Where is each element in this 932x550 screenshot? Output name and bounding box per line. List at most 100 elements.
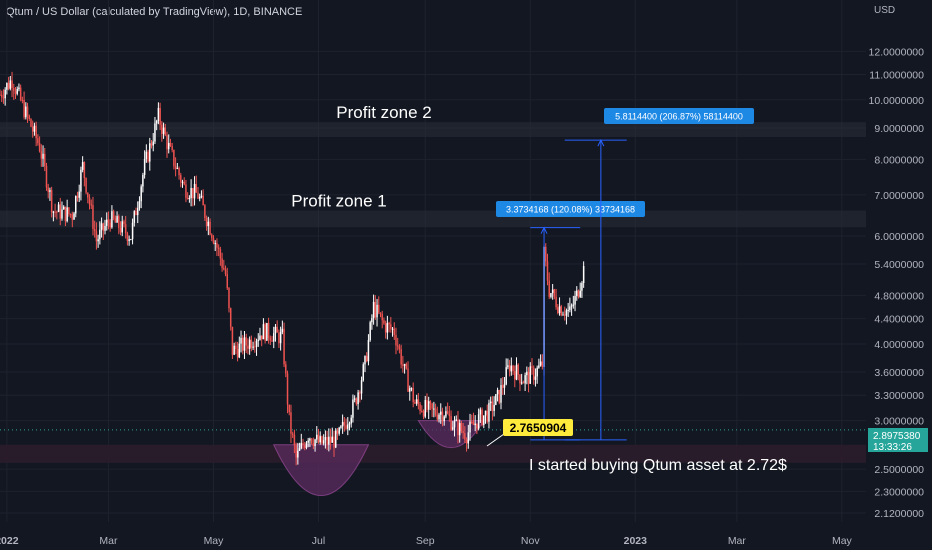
candle [329,428,332,450]
candle-body [99,229,101,240]
candle-body [143,158,146,175]
candle [303,441,306,451]
candle [9,75,12,91]
candle-body [207,221,210,227]
candle-body [216,243,218,248]
candle-body [138,201,141,209]
candle [501,377,504,395]
candle-body [560,306,563,316]
candle-body [142,174,144,187]
candle [204,204,206,222]
candle-body [403,364,406,366]
candle-body [52,211,55,213]
candle-body [417,399,420,405]
candle-body [508,365,511,372]
candle [128,235,130,246]
candle [427,396,430,420]
candle [185,179,187,203]
candle [49,187,51,201]
candle-body [104,225,106,231]
candle [271,335,273,342]
candle [171,142,173,153]
candle [334,428,337,449]
candle [551,283,554,300]
candle [66,199,68,223]
candle-body [161,124,163,134]
candle [350,414,352,428]
candle-body [85,178,87,193]
candle [364,355,366,373]
candle [176,162,179,170]
y-tick-label: 3.3000000 [874,390,924,402]
candle [235,341,237,355]
candle [338,426,340,436]
candle-body [159,107,161,125]
profit-zone-band [0,122,866,138]
candle [224,265,227,277]
cup-shape-large [272,444,370,497]
candle-body [69,214,72,216]
candle-body [33,125,36,132]
candle [507,358,509,370]
candle-body [436,414,439,420]
candle-body [97,239,99,242]
candle [62,205,65,210]
candle-body [364,356,366,365]
candle [441,407,444,427]
candle-body [352,399,354,418]
candle [209,218,211,236]
candle [233,342,235,356]
candle-body [121,221,123,233]
candle-body [224,269,227,275]
marked-price-box [503,419,573,436]
interval: 1D [233,6,248,18]
candle-body [369,322,371,341]
candle-body [171,146,173,150]
candle-body [458,423,461,436]
candle-body [183,181,185,185]
candle [522,380,525,384]
measure-label-box [496,201,645,217]
candle-body [283,328,285,365]
candle-body [116,216,118,223]
candle-body [211,234,213,239]
candle-body [209,221,211,235]
candle [33,122,36,136]
candle [365,352,368,363]
candle [31,120,34,138]
candle-body [276,326,278,333]
candle-body [264,324,266,341]
candle [314,438,316,452]
candle [188,195,191,203]
candle-body [398,346,401,350]
candle [54,203,56,218]
candle-body [100,223,103,230]
candle-body [150,143,153,146]
candle [102,222,105,240]
candle-body [457,419,459,436]
y-tick-label: 2.3000000 [874,486,924,498]
candle-body [35,125,37,139]
candle [474,415,476,432]
candle-body [59,204,62,219]
candle-body [297,450,299,458]
candle [140,184,142,209]
candle-body [532,367,535,380]
candle [336,427,339,440]
candle-body [338,427,340,434]
candle [529,362,532,384]
symbol-title: Qtum / US Dollar (calculated by TradingV… [6,6,228,18]
candle [111,205,113,229]
y-tick-label: 8.0000000 [874,154,924,166]
candle [255,338,258,356]
candle-body [45,165,48,188]
candle-body [503,384,506,388]
candle-body [248,339,251,349]
measure-label-box [604,108,754,124]
candle [362,362,365,382]
candle-body [9,80,12,89]
measure-arrow-head [540,226,548,234]
candle-body [345,425,347,429]
candle-body [470,421,473,423]
